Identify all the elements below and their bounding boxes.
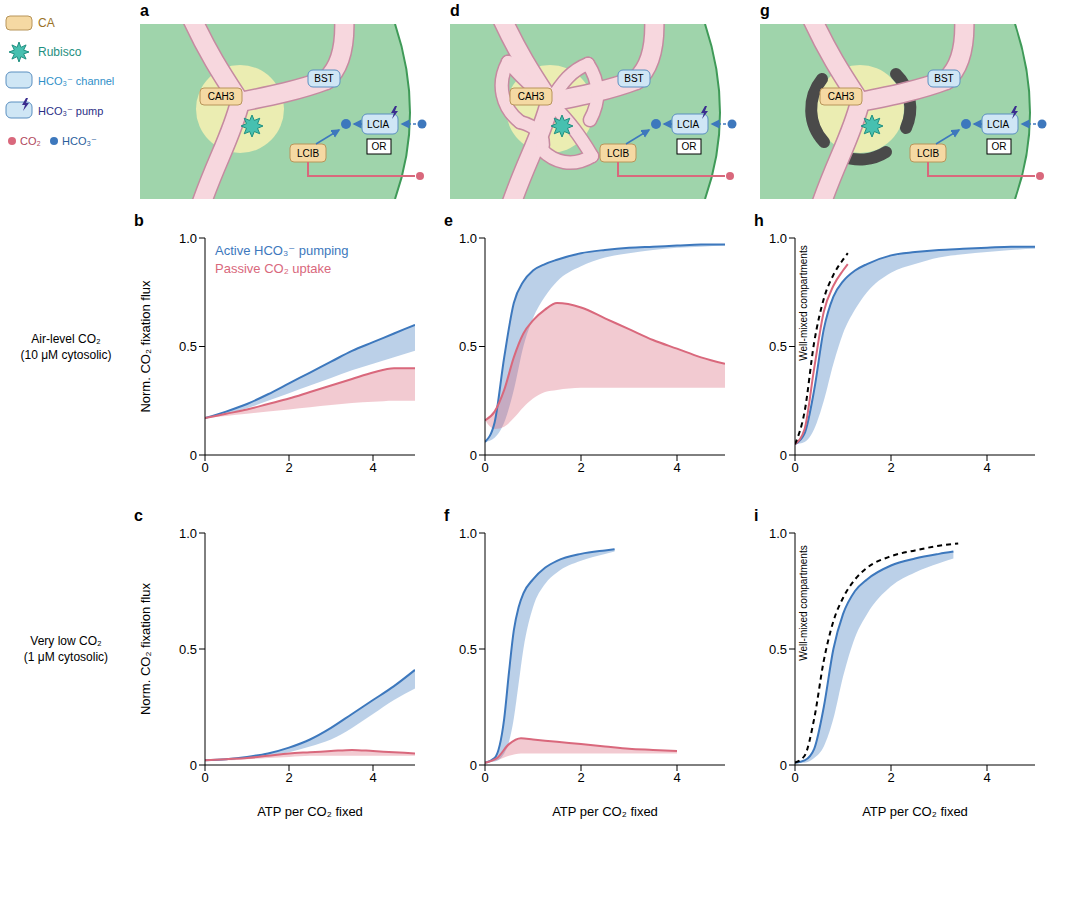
svg-text:0: 0: [470, 448, 477, 463]
html-text:(10 μM cytosolic): (10 μM cytosolic): [20, 347, 112, 362]
svg-text:OR: OR: [682, 141, 697, 152]
html-text:h: h: [754, 212, 764, 229]
svg-text:4: 4: [673, 460, 680, 475]
svg-text:LCIB: LCIB: [917, 148, 940, 159]
svg-text:0: 0: [190, 448, 197, 463]
svg-text:LCIA: LCIA: [987, 119, 1010, 130]
svg-text:1.0: 1.0: [459, 231, 477, 246]
svg-text:4: 4: [369, 770, 376, 785]
svg-text:1.0: 1.0: [769, 526, 787, 541]
svg-text:2: 2: [577, 460, 584, 475]
svg-text:Rubisco: Rubisco: [38, 45, 82, 59]
svg-text:0.5: 0.5: [769, 339, 787, 354]
html-text:Air-level CO₂: Air-level CO₂: [31, 331, 101, 346]
svg-text:CA: CA: [38, 16, 55, 30]
svg-text:4: 4: [983, 770, 990, 785]
svg-text:0.5: 0.5: [459, 339, 477, 354]
html-text:(1 μM cytosolic): (1 μM cytosolic): [23, 650, 109, 664]
html-text:f: f: [444, 507, 450, 524]
svg-text:CAH3: CAH3: [208, 91, 235, 102]
svg-text:HCO₃⁻ channel: HCO₃⁻ channel: [38, 75, 114, 87]
svg-text:0: 0: [201, 460, 208, 475]
html-text:a: a: [140, 2, 149, 19]
svg-text:0: 0: [481, 770, 488, 785]
html-text:c: c: [134, 507, 143, 524]
html-text:Well-mixed compartments: Well-mixed compartments: [797, 245, 809, 361]
svg-text:2: 2: [285, 770, 292, 785]
svg-text:LCIA: LCIA: [677, 119, 700, 130]
html-text:b: b: [134, 212, 144, 229]
svg-text:4: 4: [369, 460, 376, 475]
html-text:Well-mixed compartments: Well-mixed compartments: [797, 544, 809, 661]
svg-text:0: 0: [470, 758, 477, 773]
svg-text:4: 4: [673, 770, 680, 785]
svg-text:ATP per CO₂ fixed: ATP per CO₂ fixed: [862, 804, 968, 819]
svg-text:Norm. CO₂ fixation flux: Norm. CO₂ fixation flux: [138, 280, 153, 413]
svg-text:4: 4: [983, 460, 990, 475]
svg-text:0.5: 0.5: [769, 642, 787, 657]
svg-text:CO₂: CO₂: [20, 135, 41, 147]
svg-text:0: 0: [791, 460, 798, 475]
svg-text:BST: BST: [314, 73, 333, 84]
svg-text:0: 0: [481, 460, 488, 475]
svg-text:0: 0: [201, 770, 208, 785]
html-text:d: d: [450, 2, 460, 19]
svg-text:0: 0: [780, 448, 787, 463]
svg-text:1.0: 1.0: [179, 231, 197, 246]
html-text:g: g: [760, 2, 770, 19]
svg-text:2: 2: [285, 460, 292, 475]
svg-text:LCIA: LCIA: [367, 119, 390, 130]
svg-text:HCO₃⁻: HCO₃⁻: [62, 135, 97, 147]
svg-text:2: 2: [887, 460, 894, 475]
svg-text:0.5: 0.5: [179, 642, 197, 657]
svg-text:BST: BST: [934, 73, 953, 84]
svg-text:CAH3: CAH3: [828, 91, 855, 102]
svg-text:LCIB: LCIB: [297, 148, 320, 159]
svg-text:0: 0: [780, 758, 787, 773]
svg-text:OR: OR: [372, 141, 387, 152]
svg-text:0: 0: [791, 770, 798, 785]
svg-text:ATP per CO₂ fixed: ATP per CO₂ fixed: [257, 804, 363, 819]
html-text:i: i: [754, 507, 759, 524]
svg-text:0.5: 0.5: [459, 642, 477, 657]
svg-text:HCO₃⁻ pump: HCO₃⁻ pump: [38, 105, 103, 117]
svg-text:1.0: 1.0: [459, 526, 477, 541]
svg-text:BST: BST: [624, 73, 643, 84]
svg-text:1.0: 1.0: [179, 526, 197, 541]
html-text:Very low CO₂: Very low CO₂: [30, 634, 102, 648]
svg-text:CAH3: CAH3: [518, 91, 545, 102]
html-text:Active HCO₃⁻ pumping: Active HCO₃⁻ pumping: [215, 243, 349, 258]
svg-text:1.0: 1.0: [769, 231, 787, 246]
svg-text:ATP per CO₂ fixed: ATP per CO₂ fixed: [552, 804, 658, 819]
svg-text:0.5: 0.5: [179, 339, 197, 354]
svg-text:OR: OR: [992, 141, 1007, 152]
html-text:Passive CO₂ uptake: Passive CO₂ uptake: [215, 261, 332, 276]
html-text:e: e: [444, 212, 453, 229]
svg-text:0: 0: [190, 758, 197, 773]
svg-text:Norm. CO₂ fixation flux: Norm. CO₂ fixation flux: [138, 582, 153, 715]
svg-text:2: 2: [887, 770, 894, 785]
svg-text:2: 2: [577, 770, 584, 785]
svg-text:LCIB: LCIB: [607, 148, 630, 159]
